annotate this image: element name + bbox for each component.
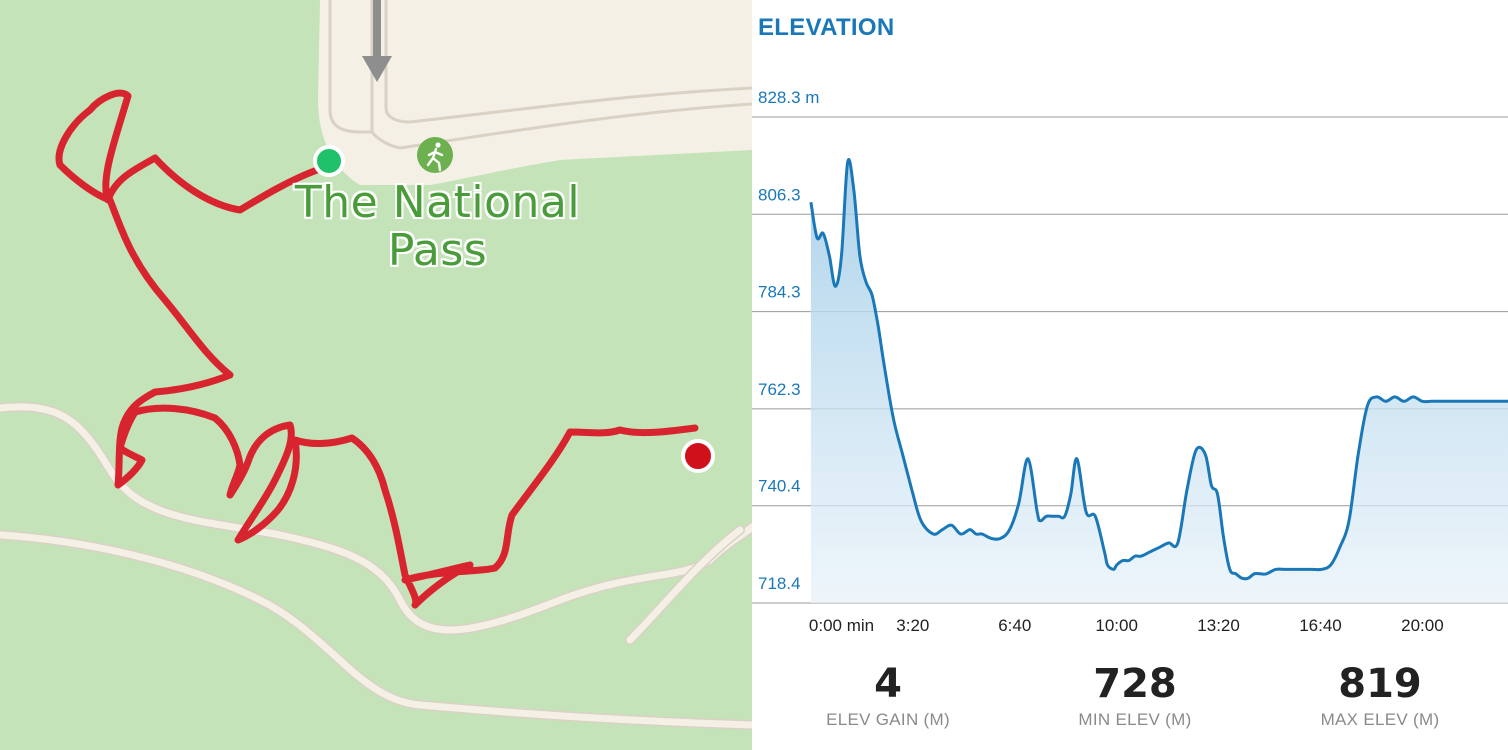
hiking-trail-icon [417,137,453,173]
route-line [55,89,699,609]
elevation-chart[interactable]: 828.3 m 806.3 784.3 762.3 740.4 718.4 0:00 mi… [752,0,1508,660]
y-tick-label: 762.3 [758,380,801,399]
stat-value: 819 [1338,661,1422,707]
stat-max-elev: 819 MAX ELEV (M) [1270,660,1490,730]
x-tick-label: 20:00 [1401,616,1444,635]
stat-value: 728 [1093,661,1177,707]
x-tick-label: 6:40 [998,616,1031,635]
direction-arrow-icon [362,0,392,82]
stat-value: 4 [874,661,902,707]
x-tick-label: 10:00 [1095,616,1138,635]
road [0,401,752,635]
x-tick-label: 13:20 [1197,616,1240,635]
y-tick-label: 784.3 [758,283,801,302]
map-canvas [0,0,752,730]
x-tick-label: 3:20 [896,616,929,635]
stat-elev-gain: 4 ELEV GAIN (M) [778,660,998,730]
elevation-title: ELEVATION [758,14,895,41]
place-label-line2: Pass [387,225,488,276]
stat-label: ELEV GAIN (M) [826,710,950,729]
stat-label: MIN ELEV (M) [1078,710,1192,729]
y-tick-label: 806.3 [758,185,801,204]
place-label[interactable]: The National Pass [280,180,595,274]
y-tick-label: 718.4 [758,574,801,593]
route-map[interactable]: The National Pass [0,0,752,750]
x-tick-label: 16:40 [1299,616,1342,635]
y-tick-label: 740.4 [758,477,801,496]
y-tick-label: 828.3 m [758,88,819,107]
elevation-panel: ELEVATION 828.3 m 806.3 784.3 762.3 740.4 718… [752,0,1508,750]
stat-label: MAX ELEV (M) [1320,710,1440,729]
elevation-area [810,159,1508,603]
elevation-line [809,158,1508,581]
stat-min-elev: 728 MIN ELEV (M) [1025,660,1245,730]
end-marker-icon [681,439,715,473]
start-marker-icon [313,145,345,177]
place-label-line1: The National [294,177,581,228]
parking-area [318,0,752,185]
x-tick-label: 0:00 min [809,616,874,635]
